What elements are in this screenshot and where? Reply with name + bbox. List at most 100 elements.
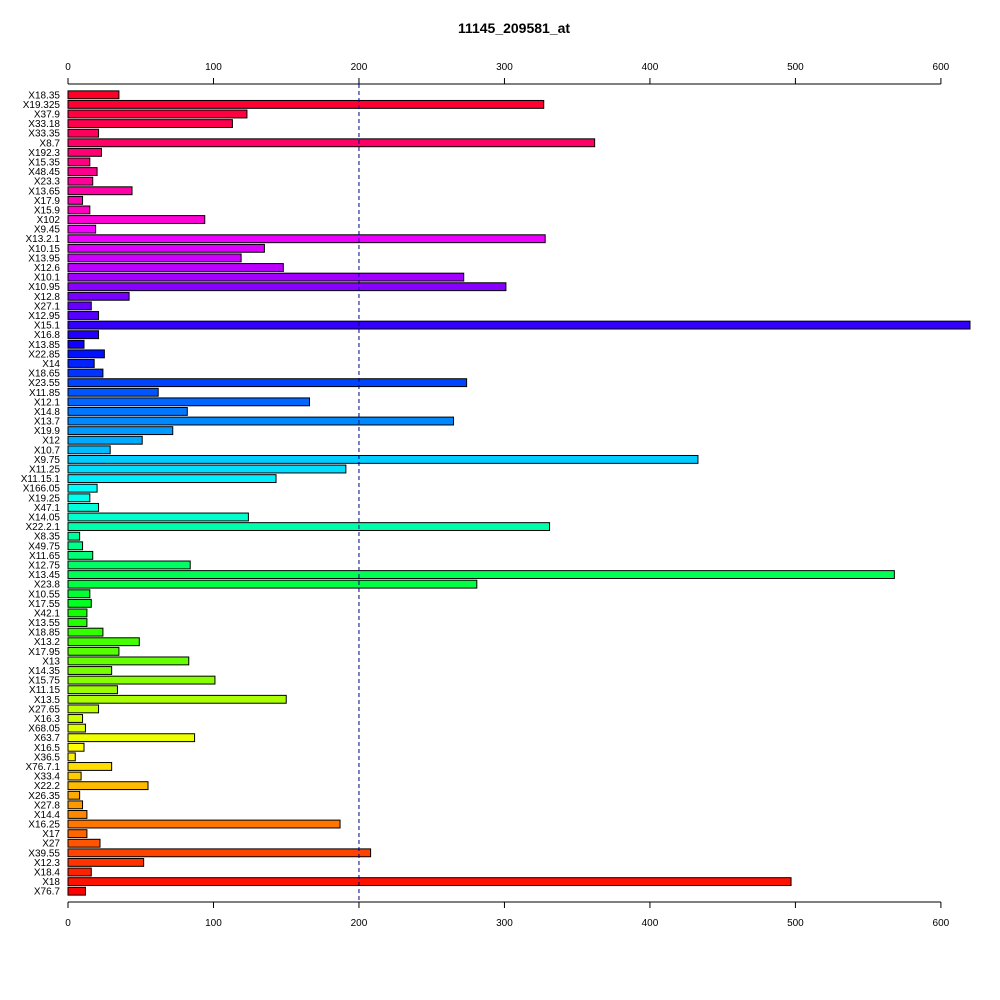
category-label: X12.1: [34, 397, 61, 408]
bar: [67, 579, 478, 589]
category-label: X9.75: [34, 455, 61, 466]
category-label: X49.75: [28, 541, 60, 552]
bar: [67, 502, 100, 512]
category-label: X13.2: [34, 637, 61, 648]
category-label: X27.8: [34, 800, 61, 811]
category-label: X12.95: [28, 311, 60, 322]
bottom-x-tick-label: 200: [351, 918, 368, 929]
bar: [67, 790, 81, 800]
category-label: X18.4: [34, 868, 61, 879]
category-label: X16.25: [28, 820, 60, 831]
bottom-x-tick-label: 400: [642, 918, 659, 929]
category-label: X48.45: [28, 167, 60, 178]
category-label: X63.7: [34, 733, 61, 744]
category-label: X68.05: [28, 724, 60, 735]
bar: [67, 541, 84, 551]
bar: [67, 330, 100, 340]
bar: [67, 666, 113, 675]
category-label: X23.3: [34, 177, 61, 188]
bar: [67, 723, 86, 733]
category-label: X10.7: [34, 445, 61, 456]
bar: [67, 627, 104, 637]
category-label: X14.8: [34, 407, 61, 418]
category-label: X22.2.1: [26, 522, 61, 533]
category-label: X36.5: [34, 752, 61, 763]
chart-title: 11145_209581_at: [457, 20, 571, 36]
bar: [67, 733, 196, 743]
category-label: X26.35: [28, 791, 60, 802]
bar: [67, 675, 216, 685]
category-label: X17.55: [28, 599, 60, 610]
category-label: X10.1: [34, 273, 61, 284]
category-label: X11.85: [29, 388, 60, 399]
category-label: X14.35: [28, 666, 60, 677]
bar: [67, 781, 149, 791]
bar: [67, 886, 86, 896]
category-label: X8.35: [34, 532, 61, 543]
category-label: X18.35: [28, 90, 60, 101]
bar: [67, 608, 88, 618]
bar: [67, 848, 372, 858]
category-label: X76.7.1: [26, 762, 61, 773]
category-label: X16.8: [34, 330, 61, 341]
category-label: X17: [42, 829, 60, 840]
category-label: X47.1: [34, 503, 61, 514]
category-label: X18.65: [28, 369, 60, 380]
bar: [67, 387, 159, 397]
bar: [67, 838, 101, 848]
top-x-tick-label: 100: [205, 62, 222, 73]
bar: [67, 128, 100, 138]
bar: [67, 215, 206, 224]
category-label: X13.5: [34, 695, 61, 706]
bar: [67, 618, 88, 627]
bar: [67, 877, 792, 887]
bar: [67, 694, 287, 704]
category-label: X13.65: [28, 186, 60, 197]
bar: [67, 637, 140, 647]
bar: [67, 320, 971, 330]
bar: [67, 742, 85, 752]
category-label: X37.9: [34, 109, 61, 120]
bar: [67, 138, 596, 148]
category-label: X11.15.1: [21, 474, 61, 485]
category-label: X11.25: [29, 465, 60, 476]
bar: [67, 819, 341, 829]
bar: [67, 339, 85, 349]
category-label: X14.05: [28, 512, 60, 523]
bar: [67, 474, 277, 484]
bar: [67, 349, 105, 359]
bar: [67, 119, 233, 129]
bar: [67, 800, 84, 810]
category-label: X19.325: [23, 100, 61, 111]
top-x-tick-label: 500: [787, 62, 804, 73]
bar: [67, 167, 98, 176]
bar: [67, 407, 188, 416]
bar: [67, 416, 455, 426]
category-label: X10.55: [28, 589, 60, 600]
category-label: X12.75: [28, 560, 60, 571]
category-label: X12.6: [34, 263, 61, 274]
bar: [67, 867, 92, 877]
bar: [67, 263, 284, 272]
category-label: X13.7: [34, 417, 61, 428]
bar: [67, 771, 82, 781]
bar: [67, 752, 76, 762]
bar: [67, 646, 120, 656]
bar: [67, 522, 551, 532]
category-label: X23.55: [28, 378, 60, 389]
category-label: X76.7: [34, 887, 61, 898]
category-label: X10.15: [28, 244, 60, 255]
category-label: X33.4: [34, 772, 61, 783]
bar: [67, 157, 91, 167]
bottom-x-tick-label: 100: [205, 918, 222, 929]
category-label: X13.95: [28, 253, 60, 264]
bar: [67, 656, 190, 666]
bar: [67, 99, 545, 109]
category-label: X15.9: [34, 205, 61, 216]
category-label: X13.85: [28, 340, 60, 351]
category-label: X166.05: [23, 484, 61, 495]
category-label: X102: [37, 215, 61, 226]
bottom-x-tick-label: 0: [65, 918, 71, 929]
bar: [67, 368, 104, 378]
